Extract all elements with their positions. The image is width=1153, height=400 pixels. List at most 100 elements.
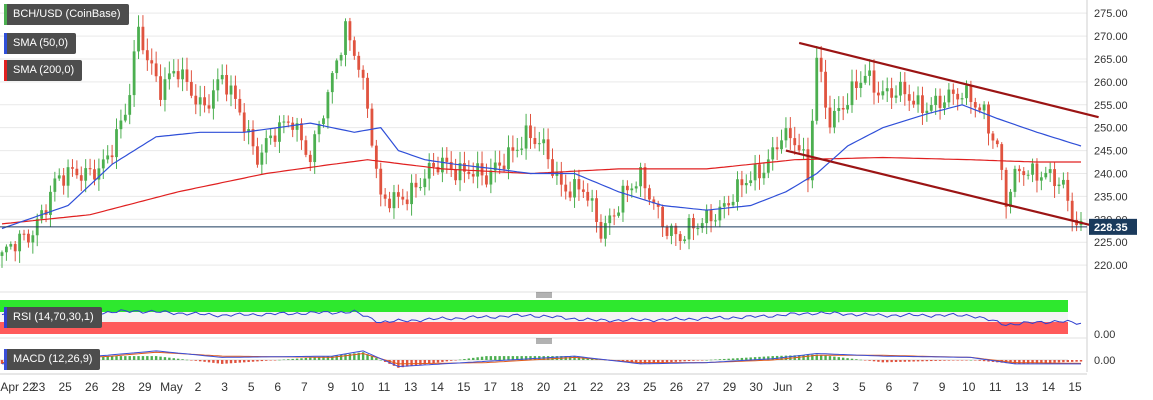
macd-histogram-positive	[132, 356, 136, 360]
candle-up	[837, 108, 841, 111]
candle-up	[128, 95, 132, 115]
candle-down	[304, 140, 308, 155]
x-tick-label: 3	[832, 380, 839, 394]
candle-up	[766, 159, 770, 173]
macd-histogram-negative	[916, 360, 920, 362]
candle-down	[973, 102, 977, 108]
y-tick-label: 235.00	[1094, 191, 1128, 203]
macd-histogram-negative	[225, 360, 228, 364]
rsi-legend[interactable]: RSI (14,70,30,1)	[4, 307, 102, 328]
y-tick-label: 255.00	[1094, 100, 1128, 112]
macd-histogram-negative	[212, 360, 215, 363]
candle-up	[427, 162, 431, 179]
macd-histogram-negative	[934, 360, 937, 361]
candle-down	[625, 185, 629, 191]
macd-histogram-negative	[978, 360, 981, 361]
macd-histogram-positive	[141, 356, 145, 360]
candle-up	[507, 147, 510, 170]
candle-down	[401, 196, 405, 200]
y-tick-label: 225.00	[1094, 237, 1128, 249]
macd-histogram-positive	[749, 357, 752, 360]
y-tick-label: 245.00	[1094, 146, 1128, 158]
macd-histogram-negative	[423, 360, 426, 365]
candle-down	[709, 209, 713, 222]
sma50-legend[interactable]: SMA (50,0)	[4, 33, 77, 54]
macd-histogram-negative	[683, 360, 686, 362]
macd-histogram-positive	[146, 356, 149, 360]
macd-histogram-negative	[1035, 360, 1039, 364]
candle-up	[634, 186, 638, 189]
x-tick-label: 9	[328, 380, 335, 394]
macd-histogram-negative	[265, 360, 268, 361]
macd-histogram-negative	[436, 360, 440, 363]
macd-histogram-positive	[309, 357, 312, 360]
macd-histogram-negative	[670, 360, 673, 363]
macd-histogram-negative	[987, 360, 990, 362]
candle-up	[489, 170, 493, 185]
macd-legend[interactable]: MACD (12,26,9)	[4, 349, 101, 370]
candle-down	[234, 85, 237, 99]
candle-up	[894, 95, 898, 98]
macd-histogram-positive	[723, 358, 726, 360]
candle-down	[652, 199, 656, 204]
y-tick-label: 270.00	[1094, 31, 1128, 43]
candle-up	[718, 206, 722, 221]
candle-up	[211, 90, 215, 109]
candle-up	[714, 220, 717, 222]
macd-histogram-negative	[634, 360, 638, 364]
x-tick-label: 2	[806, 380, 813, 394]
candle-down	[559, 172, 563, 185]
candle-down	[1053, 169, 1056, 187]
candle-up	[960, 98, 964, 100]
x-tick-label: 11	[989, 380, 1002, 394]
candle-up	[1061, 179, 1065, 185]
candle-down	[656, 203, 660, 207]
candle-up	[982, 104, 986, 111]
x-tick-label: 14	[1042, 380, 1056, 394]
candle-down	[727, 203, 731, 206]
macd-histogram-positive	[467, 358, 471, 360]
macd-histogram-negative	[974, 360, 977, 361]
candle-down	[256, 146, 259, 165]
x-tick-label: 27	[696, 380, 710, 394]
macd-histogram-positive	[828, 356, 832, 360]
x-tick-label: 20	[537, 380, 551, 394]
candle-up	[330, 73, 334, 93]
candle-up	[603, 223, 607, 239]
macd-histogram-negative	[190, 360, 193, 361]
macd-histogram-positive	[824, 355, 827, 360]
candle-down	[366, 77, 369, 109]
macd-histogram-negative	[890, 360, 893, 363]
macd-histogram-negative	[982, 360, 986, 362]
macd-histogram-positive	[850, 358, 854, 360]
candle-down	[93, 169, 96, 180]
candle-up	[885, 88, 889, 92]
candle-up	[696, 228, 700, 230]
candle-down	[242, 112, 246, 133]
x-tick-label: 29	[723, 380, 737, 394]
macd-histogram-positive	[529, 356, 532, 360]
macd-histogram-negative	[1026, 360, 1030, 364]
candle-down	[141, 26, 145, 51]
macd-histogram-positive	[137, 356, 140, 360]
candle-up	[441, 157, 444, 173]
sma200-legend[interactable]: SMA (200,0)	[4, 60, 83, 81]
x-tick-label: 5	[859, 380, 866, 394]
candle-down	[758, 164, 761, 179]
macd-histogram-negative	[652, 360, 656, 364]
candle-down	[471, 174, 475, 177]
candle-down	[291, 122, 295, 130]
macd-histogram-negative	[0, 360, 4, 364]
candle-up	[639, 167, 642, 187]
candle-up	[753, 164, 757, 181]
macd-histogram-positive	[480, 356, 484, 360]
macd-histogram-negative	[872, 360, 876, 362]
macd-histogram-negative	[665, 360, 669, 363]
x-tick-label: 6	[274, 380, 281, 394]
macd-histogram-positive	[573, 356, 576, 360]
macd-histogram-positive	[361, 352, 365, 360]
symbol-legend[interactable]: BCH/USD (CoinBase)	[4, 4, 129, 25]
candle-up	[683, 239, 687, 242]
candle-down	[995, 140, 999, 145]
macd-histogram-negative	[696, 360, 700, 361]
